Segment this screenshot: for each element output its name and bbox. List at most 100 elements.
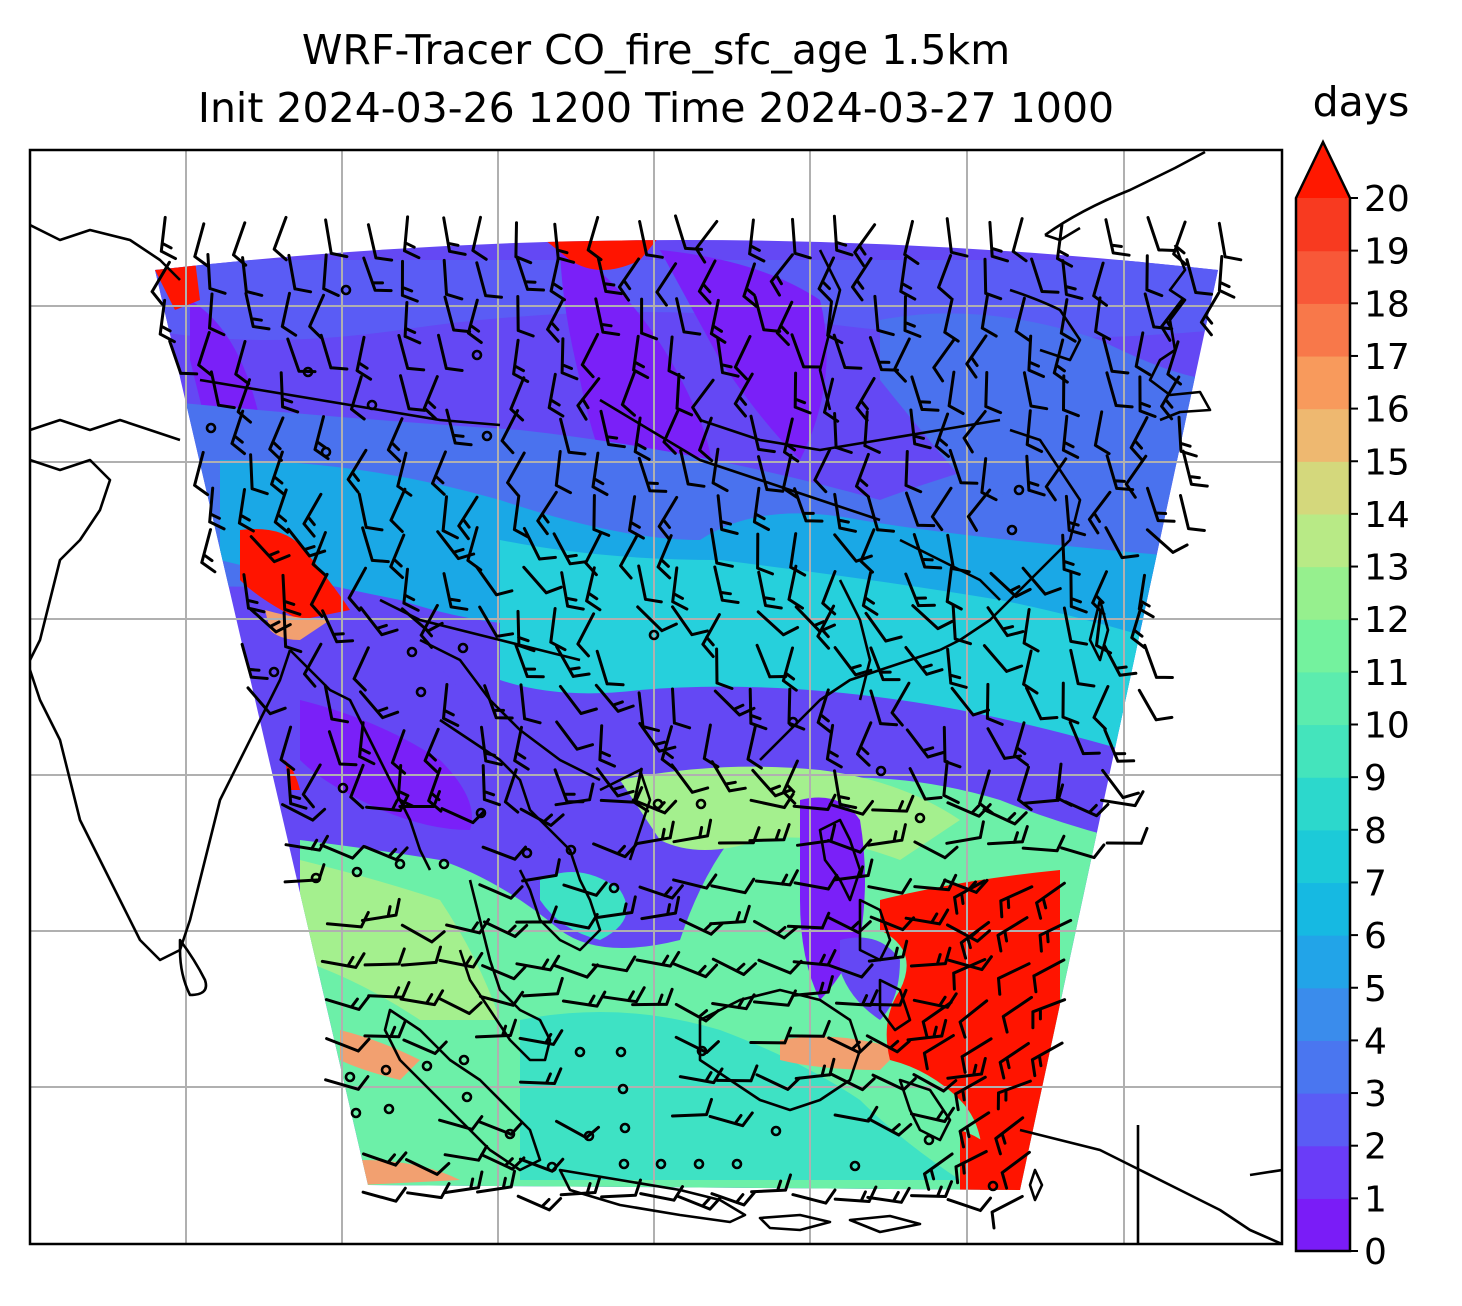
- wind-barb: [998, 1042, 1030, 1080]
- wind-barb: [475, 261, 503, 299]
- wind-barb: [554, 782, 595, 807]
- colorbar-segment: [1296, 303, 1350, 357]
- wind-barb: [791, 1188, 837, 1205]
- wind-barb: [708, 1111, 754, 1128]
- calm-marker: [618, 1158, 630, 1170]
- wind-barb: [833, 646, 873, 677]
- wind-barb: [591, 451, 609, 496]
- calm-marker: [421, 1060, 433, 1072]
- colorbar-tick-label: 10: [1364, 706, 1410, 747]
- wind-barb: [438, 1115, 484, 1131]
- wind-barb: [750, 1173, 792, 1194]
- wind-barb: [856, 721, 873, 767]
- wind-barb: [324, 1075, 370, 1091]
- wind-barb: [911, 604, 954, 631]
- wind-barb: [363, 1020, 407, 1039]
- colorbar-segment: [1296, 724, 1350, 778]
- wind-barb: [826, 915, 872, 934]
- wind-barb: [280, 291, 298, 337]
- wind-barb: [519, 807, 565, 827]
- calm-marker: [648, 629, 660, 641]
- calm-marker: [546, 1161, 558, 1173]
- wind-barb: [710, 877, 756, 895]
- wind-barb: [443, 1144, 489, 1162]
- wind-barb: [657, 495, 679, 541]
- calm-marker: [923, 1134, 935, 1146]
- wind-barb: [471, 215, 488, 261]
- wind-barb: [419, 603, 439, 649]
- wind-barb: [516, 1194, 563, 1212]
- wind-barb: [655, 262, 678, 307]
- wind-barb: [948, 448, 979, 485]
- wind-barb: [828, 963, 874, 979]
- wind-barb: [1145, 528, 1189, 554]
- wind-barb: [617, 257, 641, 302]
- wind-barb: [635, 950, 681, 968]
- wind-barb: [279, 371, 300, 414]
- wind-barb: [638, 884, 684, 900]
- colorbar-tick-label: 12: [1364, 600, 1410, 641]
- wind-barb: [638, 722, 677, 753]
- wind-barb: [513, 725, 530, 771]
- wind-barb: [365, 794, 409, 812]
- wind-barb: [324, 218, 349, 259]
- wind-barb: [555, 645, 591, 678]
- wind-barb: [555, 720, 594, 751]
- wind-barb: [709, 904, 751, 926]
- wind-barb: [1025, 686, 1059, 721]
- wind-barb: [988, 220, 1009, 263]
- wind-barb: [637, 456, 668, 493]
- wind-barb: [400, 923, 446, 944]
- colorbar-tick-label: 2: [1364, 1127, 1387, 1168]
- wind-barb: [208, 292, 226, 337]
- colorbar-tick-label: 1: [1364, 1179, 1387, 1220]
- calm-marker: [608, 882, 620, 894]
- wind-barb: [360, 897, 401, 922]
- wind-barb: [781, 646, 798, 692]
- wind-barb: [270, 450, 286, 496]
- wind-barb: [230, 409, 246, 456]
- wind-barb: [671, 1097, 713, 1118]
- wind-barb: [864, 988, 908, 1007]
- wind-barb: [209, 370, 236, 410]
- wind-barb: [585, 566, 602, 612]
- colorbar-segment: [1296, 1145, 1350, 1199]
- wind-barb: [249, 607, 292, 634]
- wind-barb: [813, 448, 832, 494]
- wind-barb: [748, 218, 766, 263]
- wind-barb: [240, 642, 269, 680]
- wind-barb: [1044, 457, 1068, 502]
- colorbar-tick-label: 13: [1364, 548, 1410, 589]
- wind-barb: [200, 528, 217, 574]
- wind-barb: [1060, 843, 1106, 860]
- wind-barb: [793, 873, 839, 891]
- wind-barb: [826, 838, 873, 854]
- gridlines: [30, 150, 1282, 1244]
- wind-barb: [559, 417, 587, 456]
- wind-barb: [558, 684, 598, 715]
- wind-barb: [960, 1037, 993, 1074]
- wind-barb: [904, 646, 944, 676]
- wind-barb: [546, 297, 565, 343]
- figure-subtitle: Init 2024-03-26 1200 Time 2024-03-27 100…: [197, 84, 1115, 132]
- wind-barb: [904, 450, 923, 494]
- wind-barb: [1027, 334, 1045, 378]
- wind-barb: [1130, 603, 1146, 649]
- wind-barb: [996, 916, 1029, 953]
- calm-marker: [652, 798, 664, 810]
- wind-barb: [359, 606, 399, 637]
- colorbar-segment: [1296, 935, 1350, 989]
- wind-barb: [786, 911, 831, 930]
- wind-barb: [386, 417, 404, 463]
- colorbar-segment: [1296, 671, 1350, 726]
- wind-barb: [832, 214, 854, 257]
- wind-barb: [733, 335, 752, 381]
- wind-barb: [640, 895, 681, 921]
- wind-barb: [656, 534, 673, 580]
- wind-barb: [674, 1002, 720, 1023]
- wind-barb: [946, 647, 968, 689]
- calm-marker: [394, 858, 406, 870]
- wind-barb: [749, 1026, 793, 1045]
